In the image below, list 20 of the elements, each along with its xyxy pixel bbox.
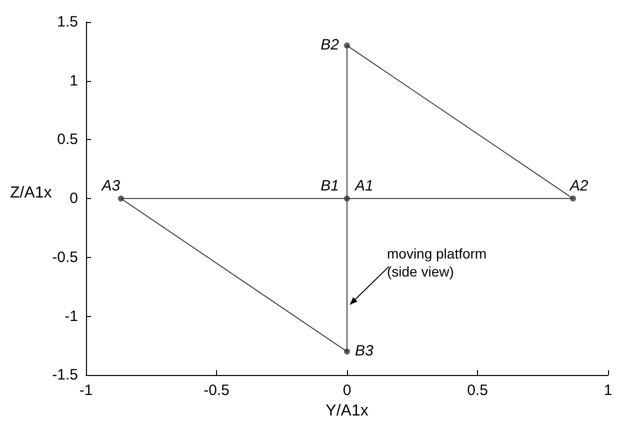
y-tick-label: -0.5 [52,248,78,266]
annotation: A1 [354,178,374,195]
annotation: A3 [100,178,121,195]
y-tick-label: 1 [70,72,78,90]
annotation: B2 [320,36,340,54]
x-axis-title: Y/A1x [326,402,368,420]
y-axis-title: Z/A1x [10,184,52,202]
x-tick-label: 1 [604,382,612,400]
x-tick-label: 0 [342,382,352,400]
y-tick-label: -1.5 [52,366,78,384]
y-tick-label: 0.5 [57,131,78,148]
annotation: B3 [355,342,374,360]
annotation: A2 [568,178,589,195]
annotation: B1 [320,178,339,195]
y-tick-label: -1 [64,308,78,325]
y-tick-label: 0 [70,190,78,208]
y-tick-label: 1.5 [57,14,78,30]
annotation: moving platform (side view) [387,245,487,280]
x-tick-label: 0.5 [467,382,488,400]
x-tick-label: -0.5 [204,382,230,400]
